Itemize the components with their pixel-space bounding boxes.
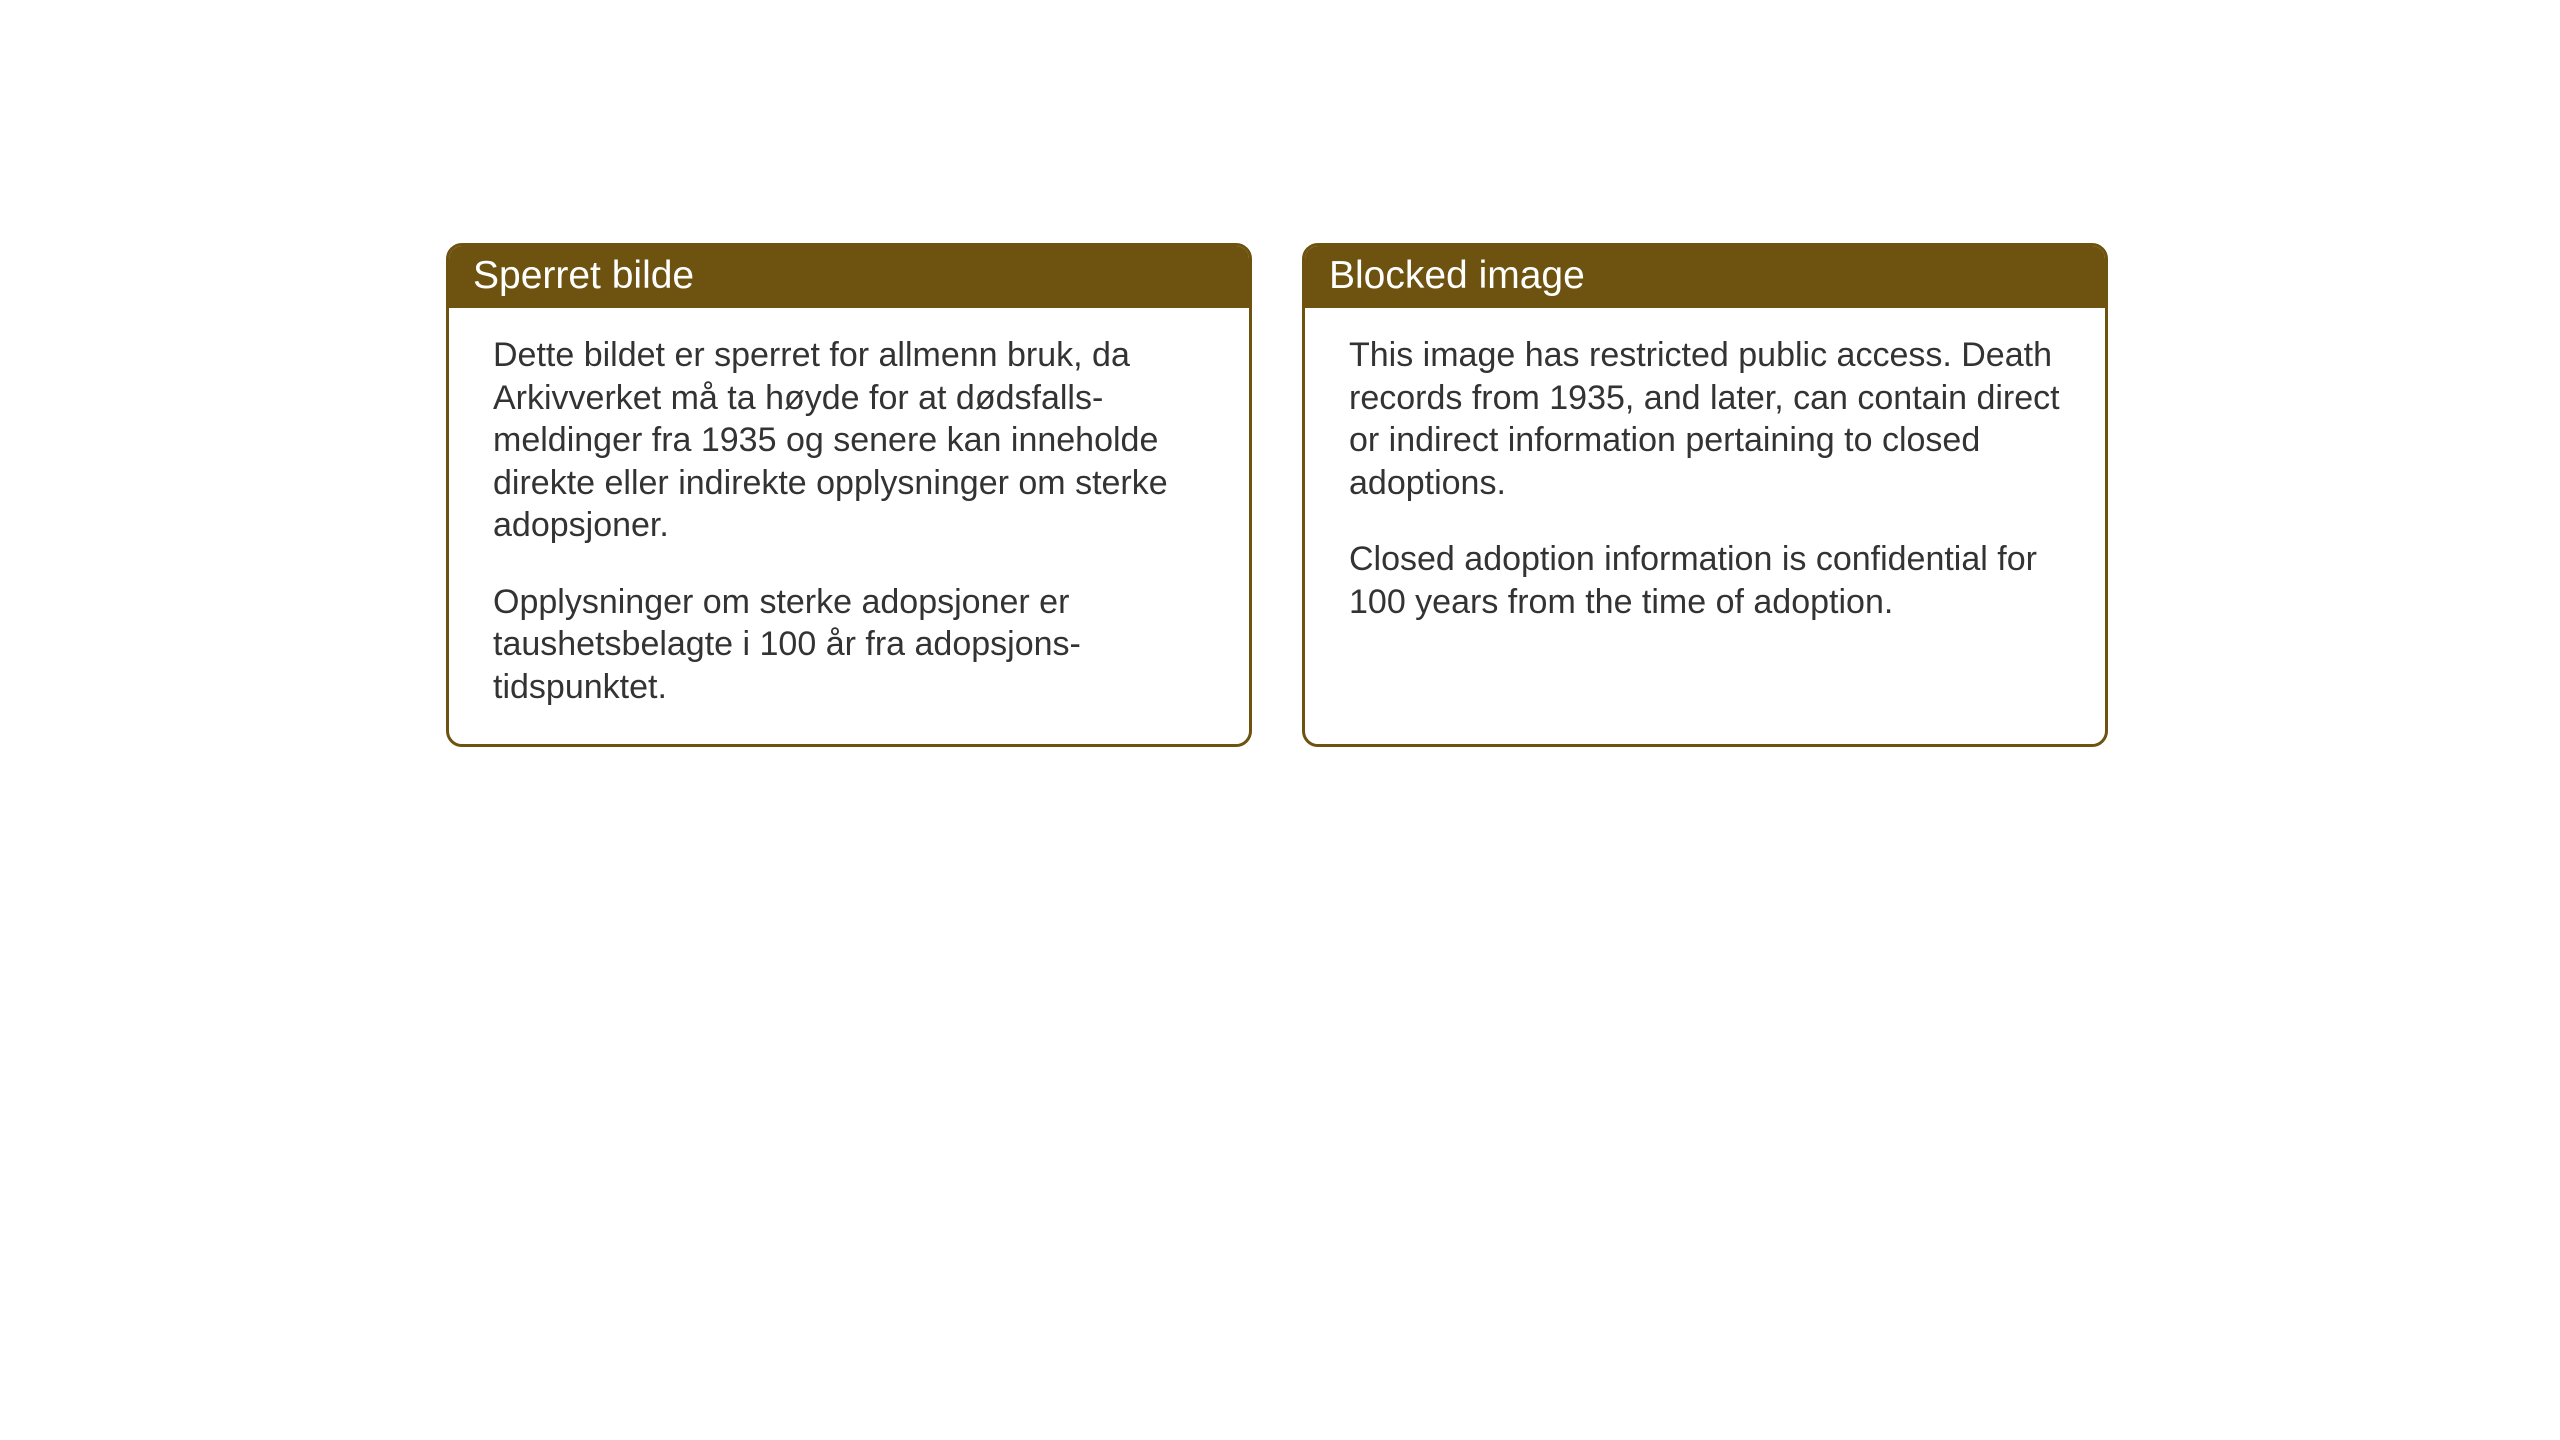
paragraph-2-english: Closed adoption information is confident… (1349, 538, 2061, 623)
card-header-english: Blocked image (1305, 246, 2105, 308)
card-header-norwegian: Sperret bilde (449, 246, 1249, 308)
paragraph-2-norwegian: Opplysninger om sterke adopsjoner er tau… (493, 581, 1205, 709)
cards-container: Sperret bilde Dette bildet er sperret fo… (446, 243, 2108, 747)
paragraph-1-norwegian: Dette bildet er sperret for allmenn bruk… (493, 334, 1205, 547)
card-body-norwegian: Dette bildet er sperret for allmenn bruk… (449, 308, 1249, 744)
card-body-english: This image has restricted public access.… (1305, 308, 2105, 659)
paragraph-1-english: This image has restricted public access.… (1349, 334, 2061, 504)
card-norwegian: Sperret bilde Dette bildet er sperret fo… (446, 243, 1252, 747)
card-english: Blocked image This image has restricted … (1302, 243, 2108, 747)
